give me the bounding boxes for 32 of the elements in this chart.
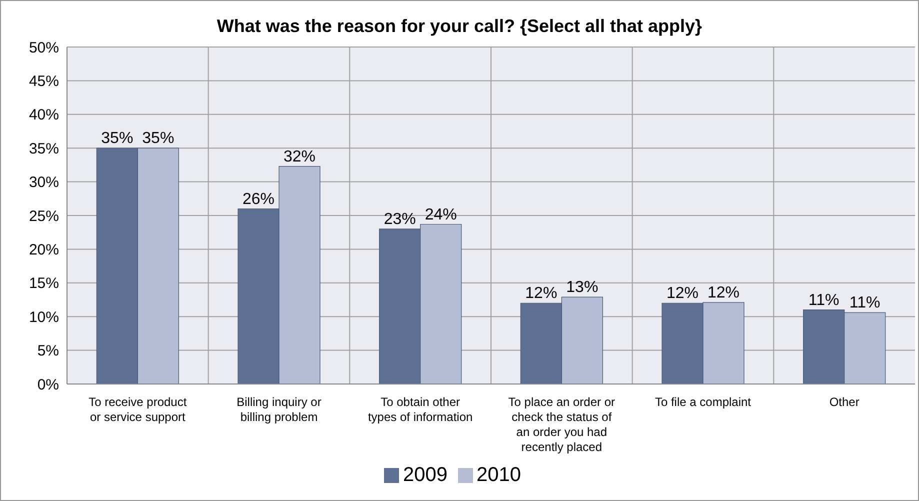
y-tick-label: 35%: [28, 140, 59, 158]
x-tick-label: To receive product or service support: [88, 395, 188, 424]
data-label: 26%: [242, 190, 275, 208]
data-label: 13%: [566, 279, 598, 296]
data-label: 35%: [101, 130, 134, 148]
y-tick-label: 50%: [28, 39, 59, 56]
x-tick-label: Other: [829, 395, 860, 409]
y-tick-label: 15%: [28, 275, 59, 292]
x-tick-label: To place an order or check the status of an order you had recently placed: [508, 395, 616, 454]
data-label: 11%: [849, 294, 880, 312]
y-tick-label: 30%: [28, 174, 59, 192]
y-tick-label: 45%: [28, 73, 59, 90]
data-label: 11%: [808, 292, 840, 309]
data-label: 12%: [666, 285, 699, 302]
data-label: 35%: [142, 130, 174, 148]
data-label: 12%: [708, 284, 740, 302]
legend-label: 2010: [476, 464, 521, 486]
x-tick-label: To obtain other types of information: [368, 395, 473, 424]
data-label: 12%: [525, 285, 558, 302]
data-label: 23%: [384, 210, 416, 228]
legend-label: 2009: [403, 464, 448, 486]
chart-title: What was the reason for your call? {Select all that apply}: [216, 16, 704, 37]
y-tick-label: 20%: [28, 242, 59, 259]
data-label: 24%: [424, 206, 457, 224]
data-label: 32%: [284, 148, 316, 166]
y-tick-label: 0%: [37, 376, 59, 394]
y-tick-label: 25%: [28, 208, 59, 225]
y-tick-label: 10%: [28, 308, 59, 326]
x-tick-label: To file a complaint: [654, 395, 752, 409]
y-tick-label: 40%: [28, 106, 59, 124]
y-tick-label: 5%: [37, 342, 59, 360]
x-tick-label: Billing inquiry or billing problem: [236, 395, 322, 424]
